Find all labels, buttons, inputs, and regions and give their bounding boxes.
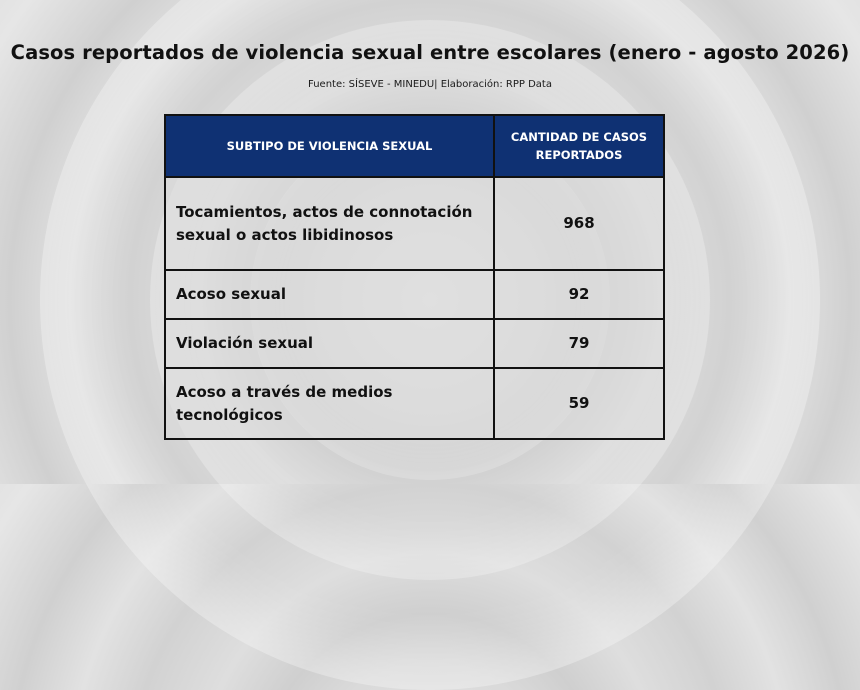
- table-row: Tocamientos, actos de connotación sexual…: [164, 176, 665, 271]
- subtype-cell: Tocamientos, actos de connotación sexual…: [164, 176, 495, 271]
- count-cell: 968: [493, 176, 665, 271]
- cases-table: SUBTIPO DE VIOLENCIA SEXUAL CANTIDAD DE …: [164, 114, 665, 440]
- subtype-cell: Violación sexual: [164, 318, 495, 369]
- table-header-row: SUBTIPO DE VIOLENCIA SEXUAL CANTIDAD DE …: [164, 114, 665, 178]
- column-header-count: CANTIDAD DE CASOS REPORTADOS: [493, 114, 665, 178]
- column-header-subtype: SUBTIPO DE VIOLENCIA SEXUAL: [164, 114, 495, 178]
- subtype-cell: Acoso a través de medios tecnológicos: [164, 367, 495, 440]
- count-cell: 79: [493, 318, 665, 369]
- count-cell: 59: [493, 367, 665, 440]
- table-row: Acoso sexual 92: [164, 269, 665, 320]
- subtype-cell: Acoso sexual: [164, 269, 495, 320]
- source-note: Fuente: SÍSEVE - MINEDU| Elaboración: RP…: [308, 79, 552, 90]
- table-row: Violación sexual 79: [164, 318, 665, 369]
- chart-title: Casos reportados de violencia sexual ent…: [10, 41, 850, 64]
- table-row: Acoso a través de medios tecnológicos 59: [164, 367, 665, 440]
- count-cell: 92: [493, 269, 665, 320]
